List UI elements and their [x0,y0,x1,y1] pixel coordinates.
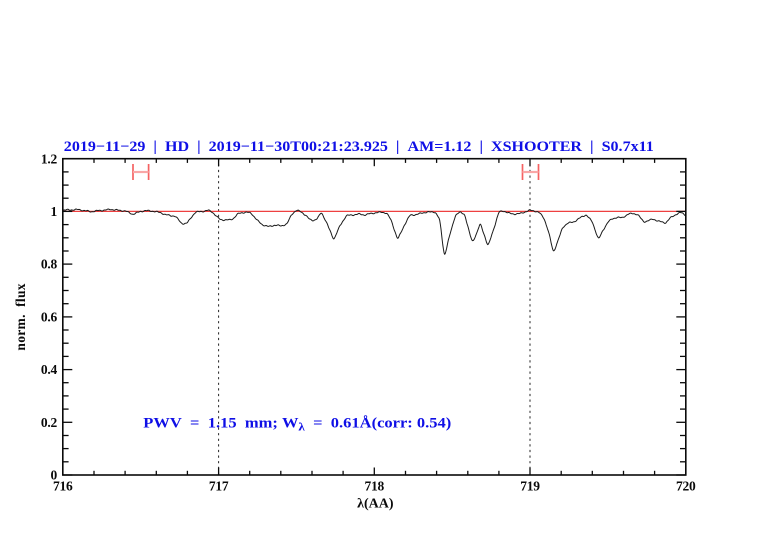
svg-text:norm. flux: norm. flux [13,283,28,350]
svg-text:716: 716 [53,478,73,493]
svg-text:0.6: 0.6 [41,310,58,325]
svg-text:0.4: 0.4 [41,362,58,377]
svg-text:PWV = 1.15 mm; Wλ = 0.61Å: PWV = 1.15 mm; Wλ = 0.61Å(corr: 0.54) [143,416,451,434]
svg-text:0: 0 [51,468,58,483]
svg-text:0.8: 0.8 [41,257,58,272]
svg-text:2019−11−29 | HD | 2019−11−: 2019−11−29 | HD | 2019−11−30T00:21:23.92… [64,139,654,155]
svg-text:0.2: 0.2 [41,415,58,430]
svg-text:718: 718 [365,478,385,493]
svg-text:720: 720 [676,478,696,493]
svg-text:717: 717 [209,478,229,493]
svg-text:719: 719 [520,478,540,493]
svg-text:λ(AA): λ(AA) [357,497,394,512]
svg-text:1: 1 [51,204,58,219]
svg-text:1.2: 1.2 [41,151,58,166]
